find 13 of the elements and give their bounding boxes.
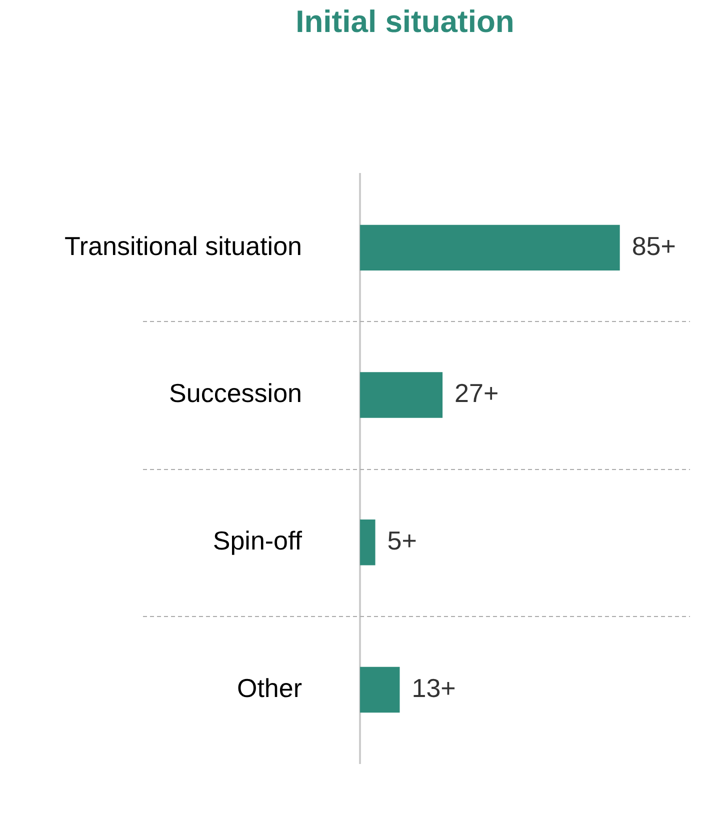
y-tick-label: Transitional situation xyxy=(64,230,302,261)
bar xyxy=(360,520,376,566)
y-tick-label: Spin-off xyxy=(212,526,303,556)
y-tick-label: Succession xyxy=(169,378,302,408)
data-label: 27+ xyxy=(454,378,499,408)
bar xyxy=(360,666,400,713)
bar xyxy=(360,372,443,418)
bar xyxy=(360,224,620,271)
y-tick-label: Other xyxy=(236,672,302,703)
chart-title: Initial situation xyxy=(294,4,516,40)
data-label: 13+ xyxy=(412,672,456,703)
data-label: 85+ xyxy=(632,230,676,261)
data-label: 5+ xyxy=(387,526,417,556)
